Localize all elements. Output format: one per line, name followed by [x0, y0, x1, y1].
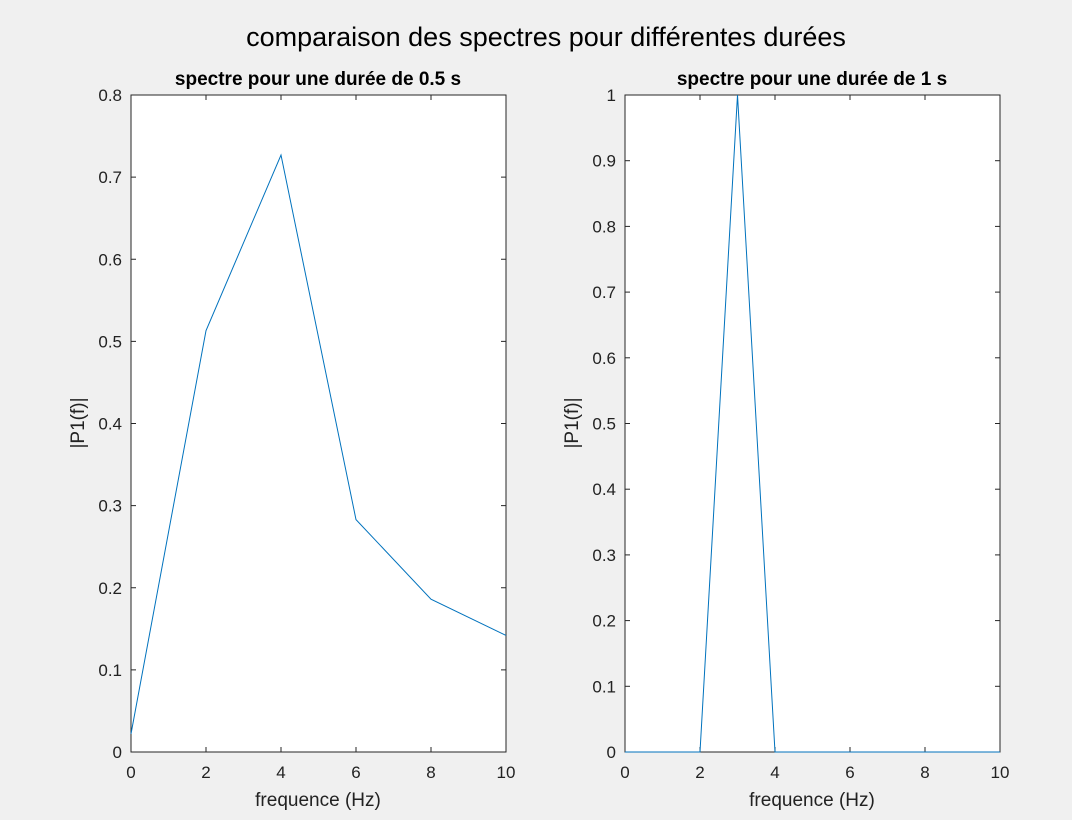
- left-y-tick-label: 0.6: [98, 250, 122, 269]
- right-axes-box: [624, 94, 1001, 753]
- right-subplot-title: spectre pour une durée de 1 s: [677, 69, 947, 90]
- right-y-tick-label: 0.6: [592, 349, 616, 368]
- right-series: [625, 94, 1000, 753]
- left-series: [130, 153, 507, 734]
- left-ticks: 0 2 4 6 8 10 0 0.1 0.2 0.3 0.4 0.5 0.6 0.7 0.8: [98, 86, 515, 782]
- left-x-tick-label: 6: [351, 763, 360, 782]
- right-x-tick-label: 0: [620, 763, 629, 782]
- left-subplot: spectre pour une durée de 0.5 s frequenc…: [68, 69, 515, 811]
- left-y-axis-label: |P1(f)|: [68, 397, 89, 448]
- right-x-axis-label: frequence (Hz): [749, 790, 875, 811]
- right-x-tick-label: 4: [770, 763, 779, 782]
- left-x-tick-label: 4: [276, 763, 285, 782]
- right-subplot: spectre pour une durée de 1 s frequence …: [562, 69, 1009, 811]
- right-y-axis-label: |P1(f)|: [562, 397, 583, 448]
- left-y-tick-label: 0.8: [98, 86, 122, 105]
- right-y-tick-label: 0: [607, 743, 616, 762]
- right-x-tick-label: 2: [695, 763, 704, 782]
- left-x-tick-label: 10: [497, 763, 516, 782]
- figure-suptitle: comparaison des spectres pour différente…: [246, 22, 846, 52]
- right-ticks: 0 2 4 6 8 10 0 0.1 0.2 0.3 0.4 0.5 0.6 0.7 0.8 0.9 1: [592, 86, 1009, 782]
- left-y-tick-label: 0.3: [98, 497, 122, 516]
- left-y-tick-label: 0: [113, 743, 122, 762]
- left-y-tick-label: 0.7: [98, 168, 122, 187]
- right-y-tick-label: 0.9: [592, 152, 616, 171]
- right-y-tick-label: 0.4: [592, 480, 616, 499]
- right-y-tick-label: 1: [607, 86, 616, 105]
- left-x-tick-label: 0: [126, 763, 135, 782]
- right-y-tick-label: 0.2: [592, 612, 616, 631]
- right-x-tick-label: 8: [920, 763, 929, 782]
- left-axes-box: [130, 94, 507, 753]
- right-y-tick-label: 0.5: [592, 415, 616, 434]
- right-y-tick-label: 0.1: [592, 677, 616, 696]
- left-y-tick-label: 0.1: [98, 661, 122, 680]
- left-x-tick-label: 2: [201, 763, 210, 782]
- left-y-tick-label: 0.2: [98, 579, 122, 598]
- left-x-tick-label: 8: [426, 763, 435, 782]
- left-y-tick-label: 0.4: [98, 415, 122, 434]
- right-x-tick-label: 6: [845, 763, 854, 782]
- left-y-tick-label: 0.5: [98, 332, 122, 351]
- left-x-axis-label: frequence (Hz): [255, 790, 381, 811]
- left-series-line: [130, 153, 507, 734]
- right-y-tick-label: 0.3: [592, 546, 616, 565]
- left-subplot-title: spectre pour une durée de 0.5 s: [175, 69, 461, 90]
- right-y-tick-label: 0.7: [592, 283, 616, 302]
- right-x-tick-label: 10: [991, 763, 1010, 782]
- right-y-tick-label: 0.8: [592, 217, 616, 236]
- right-series-line: [625, 94, 1000, 753]
